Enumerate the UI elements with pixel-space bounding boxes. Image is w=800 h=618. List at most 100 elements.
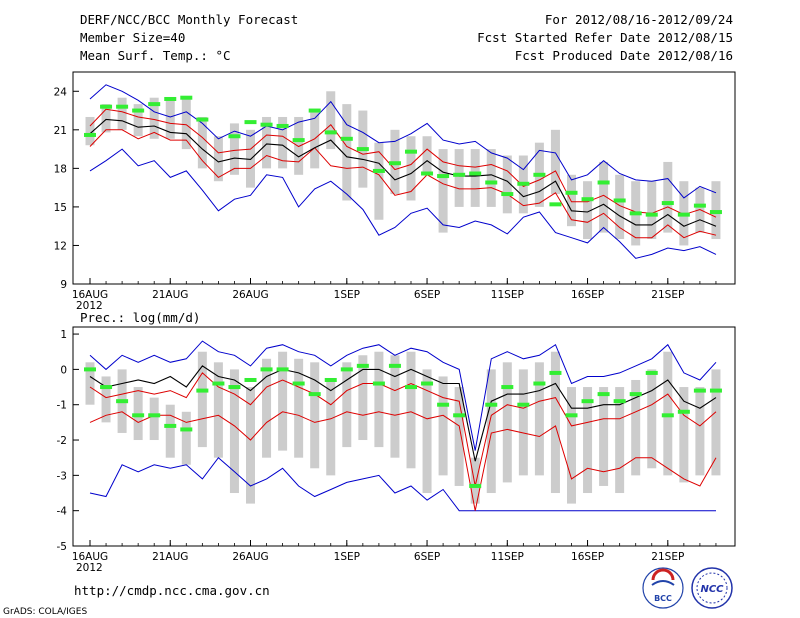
observed-marker [405, 149, 417, 154]
observed-marker [453, 172, 466, 177]
series-spread-low-line [89, 411, 717, 511]
observed-marker [469, 171, 482, 176]
member-size: Member Size=40 [80, 30, 185, 45]
observed-marker [100, 104, 113, 109]
observed-marker [501, 192, 514, 197]
series-min-line [89, 84, 717, 199]
y-tick-label: -3 [57, 470, 67, 482]
ensemble-box [454, 149, 464, 207]
observed-marker [597, 180, 610, 185]
observed-marker [356, 147, 369, 152]
y-tick-label: 15 [54, 202, 67, 214]
observed-marker [260, 122, 273, 127]
observed-marker [661, 413, 674, 418]
ensemble-box [470, 149, 480, 207]
observed-marker [132, 108, 145, 113]
x-tick-label: 21AUG [152, 551, 188, 563]
ensemble-box [374, 351, 384, 448]
observed-marker [693, 203, 706, 208]
ensemble-box [294, 358, 304, 458]
ensemble-box [262, 116, 272, 169]
precip-panel-title: Prec.: log(mm/d) [80, 310, 200, 325]
x-tick-label: 6SEP [414, 289, 440, 301]
ensemble-box [583, 387, 593, 494]
ensemble-box [567, 174, 576, 227]
observed-marker [84, 132, 96, 137]
ensemble-box [406, 136, 416, 201]
x-year-label: 2012 [76, 562, 103, 574]
ensemble-box [550, 351, 560, 494]
observed-marker [437, 174, 450, 179]
observed-marker [276, 123, 289, 128]
x-tick-label: 16SEP [571, 551, 604, 563]
observed-marker [116, 104, 129, 109]
observed-marker [308, 392, 321, 397]
x-tick-label: 21SEP [651, 289, 684, 301]
observed-marker [132, 413, 145, 418]
ensemble-box [326, 379, 336, 476]
y-tick-label: -2 [57, 435, 67, 447]
fcst-produced-date: Fcst Produced Date 2012/08/16 [515, 48, 733, 63]
observed-marker [308, 108, 321, 113]
series-min-line [89, 456, 716, 512]
observed-marker [388, 161, 401, 166]
temperature-panel: 16AUG 21AUG 26AUG 1SEP 6SEP 11SEP 16SEP 21SEP 20… [54, 71, 736, 312]
ensemble-box [149, 97, 159, 139]
observed-marker [533, 172, 546, 177]
ensemble-box [246, 387, 255, 504]
series-spread-high-line [89, 372, 717, 487]
observed-marker [549, 202, 562, 207]
ensemble-box [438, 149, 448, 233]
observed-marker [501, 385, 514, 390]
observed-marker [565, 413, 578, 418]
observed-marker [244, 377, 257, 382]
x-year-label: 2012 [76, 300, 103, 312]
ensemble-box [262, 358, 272, 458]
ensemble-box [374, 142, 384, 220]
series-spread-high-line [89, 108, 717, 218]
ensemble-box [406, 351, 416, 469]
ensemble-box [470, 457, 480, 504]
ensemble-box [647, 369, 657, 469]
source-url[interactable]: http://cmdp.ncc.cma.gov.cn [74, 583, 270, 598]
observed-marker [645, 212, 658, 217]
series-mean-line [89, 365, 717, 462]
y-tick-label: 9 [60, 279, 67, 291]
observed-marker [437, 402, 450, 407]
x-tick-label: 1SEP [334, 551, 360, 563]
observed-marker [581, 197, 594, 202]
ensemble-box [197, 116, 207, 169]
observed-marker [164, 423, 177, 428]
x-tick-label: 26AUG [232, 289, 268, 301]
observed-marker [196, 388, 209, 393]
observed-marker [581, 399, 594, 404]
observed-marker [693, 388, 706, 393]
y-tick-label: 18 [54, 163, 67, 175]
observed-marker [629, 392, 642, 397]
ensemble-box [599, 161, 609, 233]
observed-marker [453, 413, 466, 418]
observed-marker [180, 427, 193, 432]
x-tick-label: 11SEP [491, 289, 524, 301]
y-tick-label: -5 [57, 541, 67, 553]
observed-marker [196, 117, 209, 122]
ensemble-box [663, 161, 673, 233]
forecast-period: For 2012/08/16-2012/09/24 [545, 12, 733, 27]
ensemble-box [117, 97, 127, 130]
ensemble-box [229, 123, 239, 175]
ensemble-box [85, 116, 95, 146]
observed-marker [565, 190, 578, 195]
plot-frame [72, 326, 736, 547]
observed-marker [485, 402, 498, 407]
observed-marker [148, 102, 161, 107]
observed-marker [421, 381, 434, 386]
ensemble-box [342, 104, 352, 201]
observed-marker [244, 120, 257, 125]
grads-credit: GrADS: COLA/IGES [3, 607, 87, 617]
y-tick-label: 24 [54, 86, 68, 98]
ensemble-box [695, 187, 705, 233]
ensemble-box [679, 387, 689, 483]
observed-marker [164, 96, 177, 101]
observed-marker [180, 95, 193, 100]
